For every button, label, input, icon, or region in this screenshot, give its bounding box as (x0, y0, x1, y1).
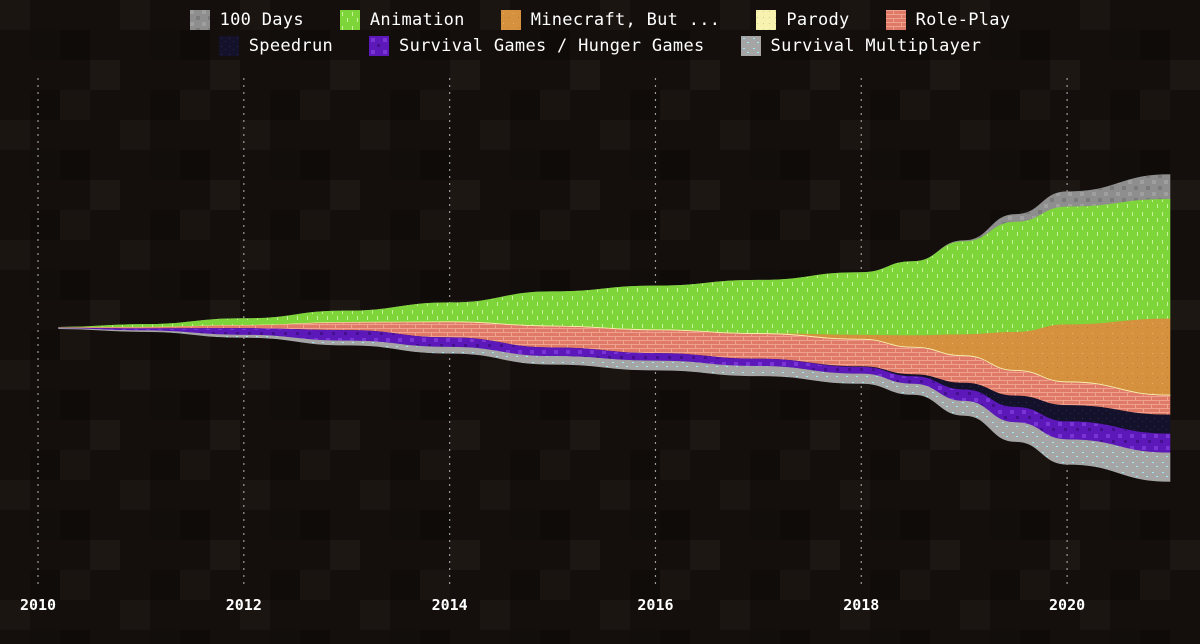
legend-label-parody: Parody (786, 10, 850, 30)
x-axis-ticks: 2010 2012 2014 2016 2018 2020 (20, 596, 1085, 614)
legend-swatch-minecraft-but (500, 10, 521, 30)
legend-label-minecraft-but: Minecraft, But ... (530, 10, 721, 30)
x-tick-label-2012: 2012 (226, 596, 262, 614)
legend-label-survival-games: Survival Games / Hunger Games (399, 36, 705, 56)
legend-label-animation: Animation (369, 10, 465, 30)
legend-swatch-speedrun (218, 36, 239, 56)
legend-swatch-survival-games (369, 36, 390, 56)
legend-swatch-survival-multiplayer (740, 36, 761, 56)
legend-swatch-animation (339, 10, 360, 30)
legend-item-speedrun[interactable]: Speedrun (218, 36, 334, 56)
legend-row-1: 100 Days Animation Minecraft, But ... Pa… (189, 10, 1011, 30)
legend-item-parody[interactable]: Parody (756, 10, 849, 30)
legend-swatch-role-play (885, 10, 906, 30)
x-tick-label-2014: 2014 (432, 596, 468, 614)
legend-label-speedrun: Speedrun (248, 36, 334, 56)
x-tick-label-2020: 2020 (1049, 596, 1085, 614)
legend-swatch-parody (756, 10, 777, 30)
legend-item-role-play[interactable]: Role-Play (885, 10, 1011, 30)
x-tick-label-2016: 2016 (637, 596, 673, 614)
legend-label-survival-multiplayer: Survival Multiplayer (770, 36, 982, 56)
legend-swatch-100-days (189, 10, 210, 30)
x-tick-label-2010: 2010 (20, 596, 56, 614)
legend-label-role-play: Role-Play (915, 10, 1011, 30)
legend-label-100-days: 100 Days (219, 10, 304, 30)
stream-layer-survival-multiplayer[interactable] (58, 328, 1171, 482)
legend-item-survival-multiplayer[interactable]: Survival Multiplayer (740, 36, 982, 56)
stream-layers (58, 174, 1171, 482)
legend-row-2: Speedrun Survival Games / Hunger Games S… (218, 36, 982, 56)
legend-item-animation[interactable]: Animation (339, 10, 465, 30)
legend: 100 Days Animation Minecraft, But ... Pa… (0, 10, 1200, 56)
legend-item-minecraft-but[interactable]: Minecraft, But ... (500, 10, 721, 30)
legend-item-survival-games[interactable]: Survival Games / Hunger Games (369, 36, 705, 56)
x-tick-label-2018: 2018 (843, 596, 879, 614)
legend-item-100-days[interactable]: 100 Days (189, 10, 304, 30)
